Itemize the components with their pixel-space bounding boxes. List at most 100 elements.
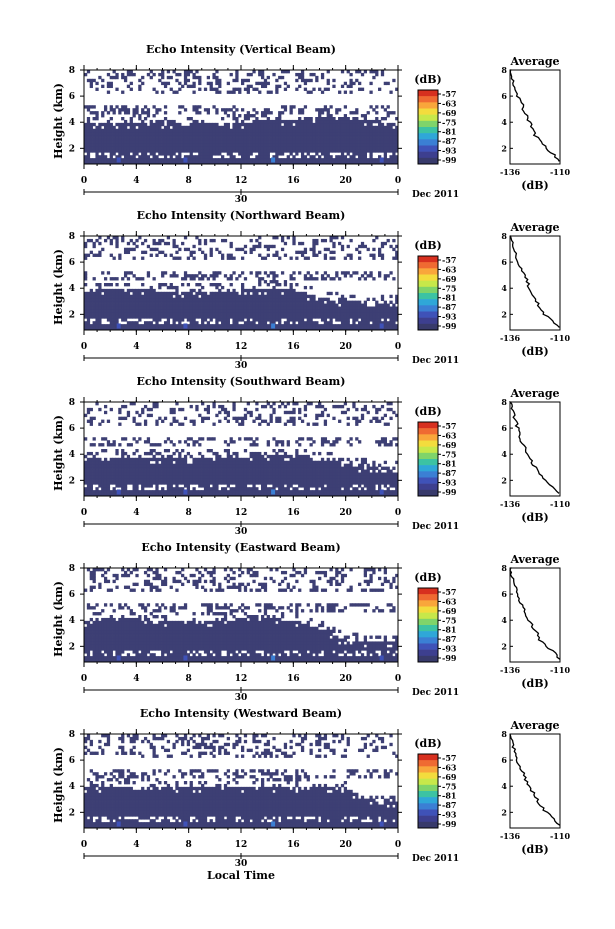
- echo-cell: [303, 161, 308, 165]
- echo-cell: [309, 306, 313, 310]
- echo-cell: [309, 78, 313, 83]
- echo-cell: [146, 143, 151, 147]
- echo-cell: [89, 250, 93, 255]
- echo-cell: [269, 294, 273, 299]
- echo-cell: [206, 277, 210, 281]
- heatmap-cells: [84, 70, 399, 165]
- echo-cell: [123, 250, 128, 255]
- echo-cell: [152, 312, 156, 316]
- echo-cell: [206, 312, 210, 316]
- echo-cell: [103, 146, 108, 150]
- echo-cell: [386, 238, 390, 243]
- echo-cell: [318, 117, 322, 121]
- echo-cell: [241, 137, 245, 141]
- echo-cell: [360, 161, 365, 165]
- echo-cell: [269, 457, 273, 462]
- echo-cell: [138, 422, 142, 426]
- echo-cell: [86, 493, 91, 497]
- echo-cell: [252, 143, 256, 147]
- echo-cell: [255, 463, 259, 468]
- echo-cell: [255, 490, 259, 494]
- echo-cell: [375, 161, 379, 165]
- echo-cell: [235, 487, 239, 491]
- echo-cell: [275, 460, 279, 465]
- echo-cell: [201, 324, 205, 328]
- echo-cell: [218, 419, 222, 423]
- echo-cell: [149, 327, 153, 331]
- echo-cell: [275, 315, 279, 319]
- echo-cell: [246, 90, 250, 94]
- echo-cell: [241, 283, 245, 287]
- echo-cell: [192, 324, 196, 328]
- echo-cell: [212, 303, 216, 307]
- echo-cell: [209, 478, 213, 482]
- echo-cell: [303, 309, 308, 313]
- echo-cell: [121, 128, 125, 133]
- echo-cell: [143, 466, 148, 470]
- echo-cell: [141, 111, 145, 115]
- echo-cell: [329, 236, 333, 240]
- echo-cell: [243, 128, 248, 133]
- echo-cell: [232, 122, 236, 127]
- echo-cell: [343, 134, 348, 138]
- echo-cell: [201, 274, 205, 278]
- echo-cell: [206, 324, 210, 328]
- echo-cell: [275, 481, 279, 485]
- echo-cell: [263, 128, 268, 133]
- echo-cell: [218, 90, 222, 94]
- echo-cell: [243, 478, 248, 482]
- echo-cell: [343, 155, 348, 159]
- echo-cell: [209, 134, 213, 138]
- echo-cell: [232, 402, 236, 406]
- echo-cell: [238, 457, 242, 462]
- echo-cell: [155, 241, 159, 246]
- echo-cell: [109, 134, 113, 138]
- echo-cell: [298, 84, 302, 89]
- echo-cell: [161, 478, 165, 482]
- echo-cell: [275, 149, 279, 153]
- echo-cell: [172, 466, 176, 470]
- echo-cell: [298, 321, 302, 325]
- echo-cell: [178, 134, 182, 138]
- echo-cell: [343, 105, 348, 109]
- echo-cell: [249, 306, 253, 310]
- echo-cell: [192, 300, 196, 304]
- echo-cell: [189, 70, 193, 74]
- echo-cell: [84, 271, 88, 275]
- echo-cell: [235, 324, 239, 328]
- echo-cell: [98, 253, 102, 257]
- echo-cell: [278, 134, 282, 138]
- echo-cell: [149, 478, 153, 482]
- echo-cell: [226, 449, 230, 453]
- echo-cell: [143, 457, 148, 462]
- echo-cell: [349, 122, 353, 127]
- echo-cell: [363, 152, 367, 156]
- echo-cell: [260, 146, 265, 150]
- echo-cell: [263, 271, 268, 275]
- echo-cell: [95, 306, 99, 310]
- echo-cell: [378, 247, 382, 252]
- echo-cell: [252, 484, 256, 488]
- echo-cell: [258, 422, 262, 426]
- echo-cell: [235, 312, 239, 316]
- echo-cell: [232, 137, 236, 141]
- echo-cell: [346, 134, 350, 138]
- echo-cell: [181, 140, 185, 144]
- echo-cell: [269, 466, 273, 470]
- echo-cell: [132, 469, 136, 473]
- echo-cell: [346, 327, 350, 331]
- echo-cell: [126, 155, 131, 159]
- echo-cell: [241, 422, 245, 426]
- echo-cell: [309, 303, 313, 307]
- echo-cell: [84, 137, 88, 141]
- echo-cell: [241, 140, 245, 144]
- echo-cell: [266, 402, 270, 406]
- echo-cell: [241, 416, 245, 421]
- echo-cell: [258, 283, 262, 287]
- echo-cell: [369, 90, 373, 94]
- echo-cell: [355, 327, 359, 331]
- echo-cell: [223, 312, 228, 316]
- echo-cell: [183, 149, 188, 153]
- echo-cell: [269, 460, 273, 465]
- echo-cell: [258, 315, 262, 319]
